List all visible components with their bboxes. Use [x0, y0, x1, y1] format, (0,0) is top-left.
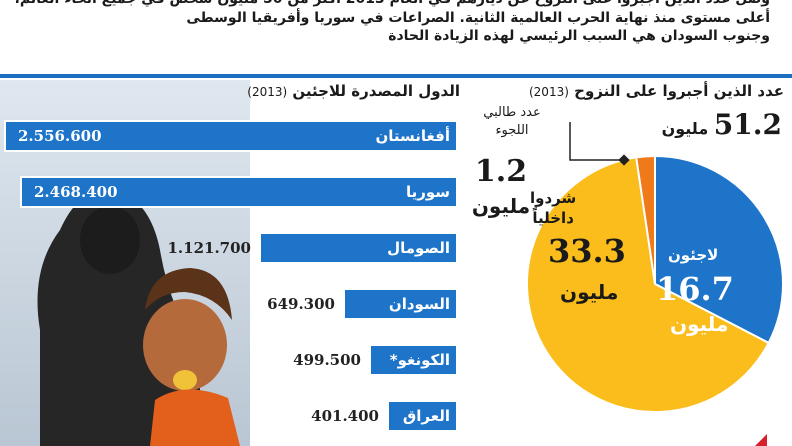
intro-line-1: وصل عدد الذين أجبروا على النزوح عن دياره…: [10, 0, 770, 9]
total-displaced: 51.2 مليون: [662, 108, 782, 141]
header-divider: [0, 74, 792, 78]
bar-value-3: 649.300: [267, 295, 335, 313]
bar-value-4: 499.500: [293, 351, 361, 369]
asylum-seekers-label: عدد طالبي اللجوء: [466, 104, 558, 140]
pie-chart-year: (2013): [528, 85, 569, 99]
intro-text: وصل عدد الذين أجبروا على النزوح عن دياره…: [10, 0, 770, 46]
bar-label-3: السودان: [388, 295, 450, 313]
asylum-seekers-unit: مليون: [471, 194, 531, 218]
asylum-label-line-1: عدد طالبي: [483, 105, 541, 120]
bar-label-1: سوريا: [405, 183, 450, 201]
bar-2: [259, 232, 458, 264]
idp-value: 33.3: [548, 232, 626, 270]
pie-slice-1: [526, 156, 770, 414]
pie-chart-title: عدد الذين أجبروا على النزوح (2013): [484, 82, 784, 100]
bar-value-2: 1.121.700: [167, 239, 251, 257]
total-value: 51.2: [713, 108, 782, 141]
bar-0: [4, 120, 458, 152]
bar-chart-year: (2013): [247, 85, 288, 99]
bar-label-0: أفغانستان: [375, 127, 450, 145]
bar-chart-title-text: الدول المصدرة للاجئين: [292, 82, 460, 100]
pie-chart: [526, 122, 784, 414]
pie-slice-0: [654, 154, 784, 345]
idp-label-line-1: شردوا: [530, 189, 577, 207]
intro-line-2: أعلى مستوى منذ نهاية الحرب العالمية الثا…: [186, 9, 770, 26]
bar-1: [20, 176, 458, 208]
bar-4: [369, 344, 458, 376]
refugee-value: 16.7: [656, 270, 734, 308]
pie-slice-2: [635, 154, 656, 285]
bar-label-2: الصومال: [387, 239, 450, 257]
intro-line-3: وجنوب السودان هي السبب الرئيسي لهذه الزي…: [388, 28, 770, 44]
total-unit: مليون: [661, 119, 709, 138]
idp-unit: مليون: [560, 280, 619, 304]
bar-label-4: الكونغو*: [389, 351, 450, 369]
asylum-leader-line: [569, 122, 625, 161]
bar-5: [387, 400, 458, 432]
bar-label-5: العراق: [402, 407, 450, 425]
bar-chart-title: الدول المصدرة للاجئين (2013): [160, 82, 460, 100]
bar-value-1: 2.468.400: [34, 183, 118, 201]
idp-label-line-2: داخلياً: [532, 209, 574, 227]
idp-label: شردوا داخلياً: [530, 188, 576, 228]
asylum-seekers-value: 1.2: [474, 154, 528, 189]
decorative-corner: [755, 434, 767, 446]
bar-value-5: 401.400: [311, 407, 379, 425]
bar-value-0: 2.556.600: [18, 127, 102, 145]
refugee-label: لاجئون: [668, 246, 719, 264]
asylum-label-line-2: اللجوء: [495, 123, 529, 138]
bar-3: [343, 288, 458, 320]
refugee-unit: مليون: [670, 312, 729, 336]
pie-chart-title-text: عدد الذين أجبروا على النزوح: [574, 82, 784, 100]
